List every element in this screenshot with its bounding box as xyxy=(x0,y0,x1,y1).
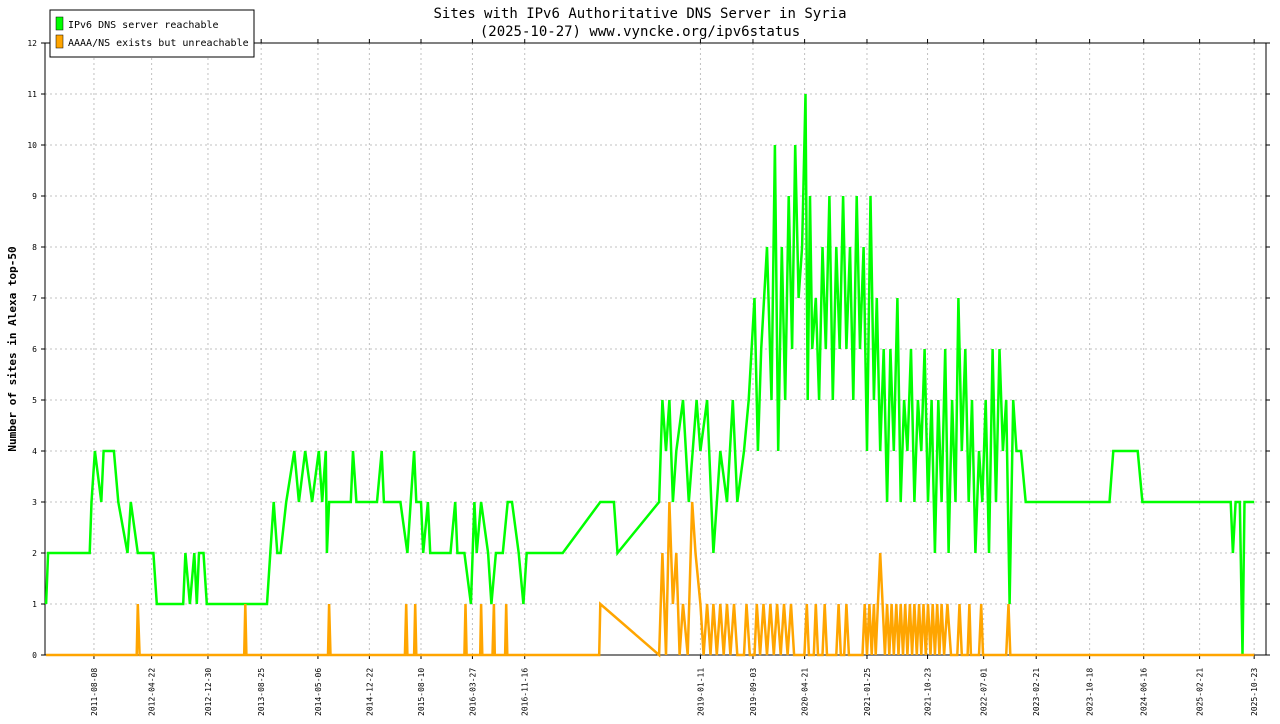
y-tick-label: 0 xyxy=(32,651,37,660)
chart-title: Sites with IPv6 Authoritative DNS Server… xyxy=(433,6,846,22)
legend-swatch-unreachable xyxy=(55,34,64,49)
x-tick-label: 2011-08-08 xyxy=(90,668,99,716)
series-line-0 xyxy=(44,93,1255,656)
legend-label-reachable: IPv6 DNS server reachable xyxy=(68,20,219,31)
y-tick-label: 6 xyxy=(32,345,37,354)
x-tick-label: 2021-10-23 xyxy=(924,668,933,716)
x-tick-label: 2025-02-21 xyxy=(1196,668,1205,716)
legend-swatch-reachable xyxy=(55,16,64,31)
x-tick-label: 2021-01-25 xyxy=(863,668,872,716)
x-tick-label: 2025-10-23 xyxy=(1250,668,1259,716)
grid-layer xyxy=(45,43,1266,655)
x-tick-label: 2016-03-27 xyxy=(468,668,477,716)
y-tick-label: 1 xyxy=(32,600,37,609)
x-tick-label: 2014-05-06 xyxy=(314,668,323,716)
x-tick-label: 2016-11-16 xyxy=(521,668,530,716)
x-tick-label: 2024-06-16 xyxy=(1140,668,1149,716)
y-tick-label: 5 xyxy=(32,396,37,405)
series-layer xyxy=(44,93,1255,658)
y-tick-label: 2 xyxy=(32,549,37,558)
y-tick-label: 8 xyxy=(32,243,37,252)
series-line-1 xyxy=(46,501,1255,658)
x-tick-label: 2020-04-21 xyxy=(801,668,810,716)
chart-subtitle: (2025-10-27) www.vyncke.org/ipv6status xyxy=(480,24,800,40)
legend-box xyxy=(49,9,255,58)
y-tick-label: 10 xyxy=(27,141,37,150)
y-axis-label: Number of sites in Alexa top-50 xyxy=(6,246,19,451)
legend: IPv6 DNS server reachable AAAA/NS exists… xyxy=(49,9,255,58)
x-tick-label: 2013-08-25 xyxy=(257,668,266,716)
x-tick-label: 2019-09-03 xyxy=(749,668,758,716)
y-tick-label: 9 xyxy=(32,192,37,201)
y-tick-label: 7 xyxy=(32,294,37,303)
legend-label-unreachable: AAAA/NS exists but unreachable xyxy=(68,38,249,49)
y-tick-label: 4 xyxy=(32,447,37,456)
x-tick-label: 2015-08-10 xyxy=(417,668,426,716)
x-tick-label: 2022-07-01 xyxy=(980,668,989,716)
y-tick-label: 3 xyxy=(32,498,37,507)
x-tick-label: 2014-12-22 xyxy=(365,668,374,716)
y-tick-label: 11 xyxy=(27,90,37,99)
y-tick-label: 12 xyxy=(27,39,37,48)
x-ticks: 2011-08-08 2012-04-22 2012-12-30 2013-08-25… xyxy=(90,39,1259,716)
x-tick-label: 2012-04-22 xyxy=(148,668,157,716)
x-tick-label: 2019-01-11 xyxy=(696,668,705,716)
x-tick-label: 2023-02-21 xyxy=(1032,668,1041,716)
x-tick-label: 2012-12-30 xyxy=(204,668,213,716)
x-tick-label: 2023-10-18 xyxy=(1086,668,1095,716)
